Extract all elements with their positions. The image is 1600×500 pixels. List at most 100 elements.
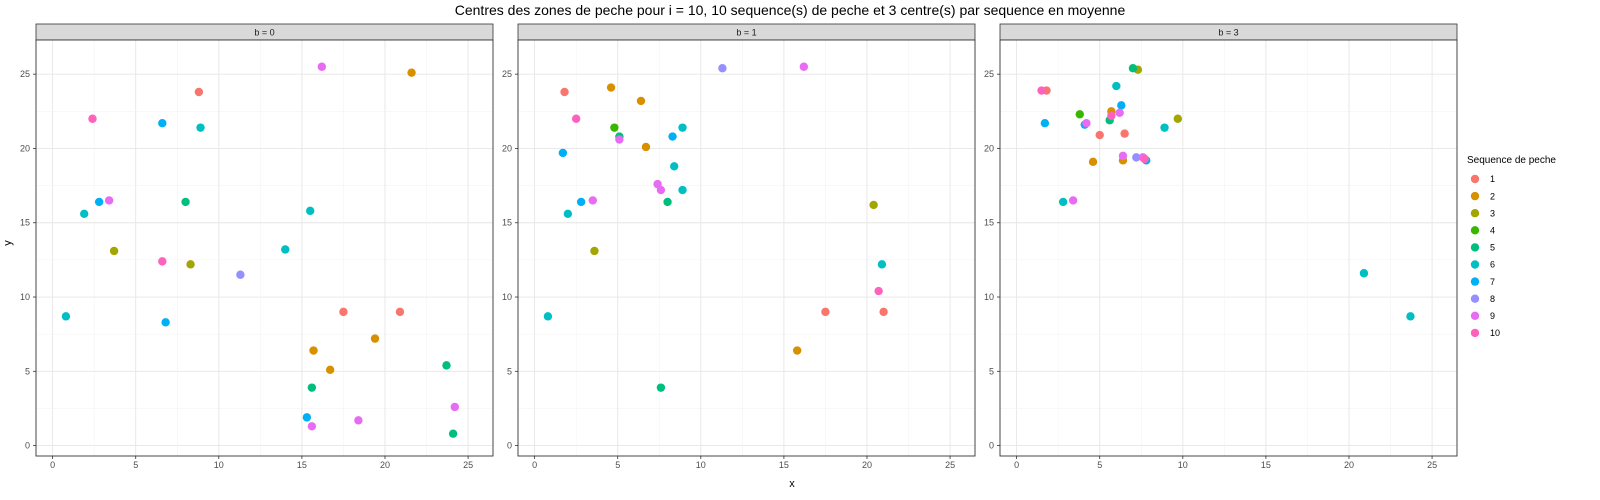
- data-point: [656, 383, 666, 392]
- data-point: [571, 114, 581, 123]
- y-tick-label: 5: [25, 366, 30, 376]
- legend-title: Sequence de peche: [1467, 155, 1556, 166]
- data-point: [874, 286, 883, 296]
- data-point: [94, 197, 104, 207]
- x-tick-label: 15: [1261, 460, 1271, 470]
- data-point: [610, 123, 619, 132]
- data-point: [678, 185, 687, 195]
- data-point: [1118, 151, 1128, 161]
- y-tick-label: 5: [507, 366, 512, 376]
- data-point: [307, 422, 317, 431]
- data-point: [236, 270, 245, 279]
- data-point: [1359, 269, 1369, 278]
- data-point: [636, 96, 646, 106]
- x-tick-label: 5: [1097, 460, 1102, 470]
- legend-label: 1: [1490, 174, 1495, 184]
- data-point: [1406, 312, 1415, 321]
- data-point: [1037, 86, 1046, 95]
- y-tick-label: 0: [989, 441, 994, 451]
- x-tick-label: 15: [297, 460, 307, 470]
- panel-border: [999, 39, 1458, 457]
- legend-key: [1470, 294, 1480, 303]
- y-tick-label: 15: [502, 218, 512, 228]
- y-tick-label: 15: [20, 218, 30, 228]
- x-tick-label: 0: [1014, 460, 1019, 470]
- y-tick-label: 10: [502, 292, 512, 302]
- data-point: [799, 62, 809, 71]
- data-point: [158, 257, 167, 266]
- data-point: [1140, 154, 1149, 164]
- x-tick-label: 15: [779, 460, 789, 470]
- data-point: [1075, 110, 1084, 119]
- data-point: [1115, 108, 1124, 118]
- legend-label: 8: [1490, 294, 1495, 304]
- data-point: [1112, 81, 1121, 91]
- data-point: [543, 312, 553, 321]
- data-point: [186, 260, 195, 269]
- data-point: [181, 197, 190, 207]
- data-point: [670, 162, 679, 171]
- data-point: [1107, 111, 1116, 120]
- data-point: [281, 245, 290, 254]
- data-point: [1132, 153, 1141, 162]
- data-point: [395, 307, 405, 317]
- legend-key: [1470, 311, 1480, 320]
- data-point: [1095, 130, 1104, 140]
- data-point: [560, 87, 569, 97]
- data-point: [792, 346, 802, 355]
- data-point: [821, 307, 830, 317]
- data-point: [104, 196, 114, 205]
- data-point: [1068, 196, 1078, 205]
- data-point: [656, 185, 666, 195]
- data-point: [1088, 157, 1098, 167]
- data-point: [307, 383, 317, 392]
- data-point: [1082, 119, 1091, 128]
- y-tick-label: 25: [20, 69, 30, 79]
- data-point: [158, 119, 167, 128]
- data-point: [576, 197, 586, 207]
- x-tick-label: 10: [696, 460, 706, 470]
- legend-label: 7: [1490, 277, 1495, 287]
- y-axis-title: y: [2, 240, 14, 246]
- x-tick-label: 20: [862, 460, 872, 470]
- data-point: [448, 429, 458, 438]
- data-point: [588, 196, 597, 205]
- data-point: [61, 312, 71, 321]
- x-tick-label: 25: [463, 460, 473, 470]
- x-tick-label: 25: [1427, 460, 1437, 470]
- data-point: [1173, 114, 1183, 123]
- facet-strip-label: b = 3: [1218, 28, 1238, 38]
- data-point: [196, 123, 205, 132]
- y-tick-label: 20: [984, 143, 994, 153]
- x-tick-label: 0: [50, 460, 55, 470]
- legend-key: [1470, 174, 1480, 184]
- data-point: [1160, 123, 1169, 132]
- data-point: [317, 62, 327, 71]
- data-point: [79, 209, 89, 219]
- data-point: [370, 334, 380, 343]
- data-point: [869, 200, 878, 210]
- y-tick-label: 5: [989, 366, 994, 376]
- facet-strip-label: b = 0: [254, 28, 274, 38]
- data-point: [407, 68, 416, 77]
- panel-border: [517, 39, 976, 457]
- legend-label: 4: [1490, 226, 1495, 236]
- panel-background: [36, 40, 493, 456]
- legend-label: 2: [1490, 191, 1495, 201]
- legend-label: 10: [1490, 328, 1500, 338]
- y-tick-label: 0: [25, 441, 30, 451]
- data-point: [1040, 119, 1050, 128]
- data-point: [1128, 64, 1138, 73]
- data-point: [194, 87, 204, 97]
- y-tick-label: 15: [984, 218, 994, 228]
- y-tick-label: 0: [507, 441, 512, 451]
- data-point: [879, 307, 888, 317]
- x-tick-label: 0: [532, 460, 537, 470]
- data-point: [302, 413, 312, 422]
- data-point: [339, 307, 348, 317]
- legend-key: [1470, 328, 1480, 338]
- x-tick-label: 25: [945, 460, 955, 470]
- facet-panel: b = 3 0 5 10 15 20 25 0 5 10 15 20 25: [984, 23, 1458, 470]
- data-point: [663, 197, 672, 207]
- data-point: [325, 365, 335, 375]
